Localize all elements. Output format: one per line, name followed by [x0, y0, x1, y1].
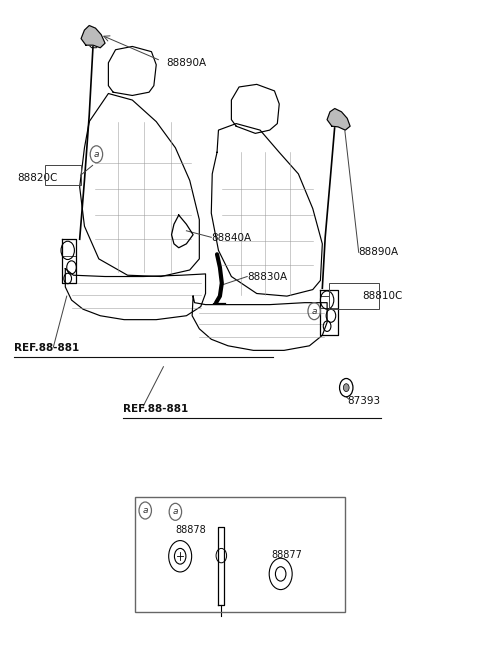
Text: 88877: 88877 [271, 550, 302, 560]
Text: 88890A: 88890A [166, 58, 206, 67]
Text: a: a [143, 506, 148, 515]
Circle shape [343, 384, 349, 392]
Text: 88840A: 88840A [211, 233, 252, 243]
Polygon shape [81, 26, 105, 48]
Text: REF.88-881: REF.88-881 [123, 404, 188, 414]
Text: 88820C: 88820C [17, 174, 58, 183]
Text: 88810C: 88810C [362, 291, 402, 301]
Polygon shape [327, 109, 350, 130]
Text: REF.88-881: REF.88-881 [14, 343, 79, 354]
Text: 88890A: 88890A [359, 248, 399, 257]
Text: 87393: 87393 [348, 396, 381, 405]
Text: a: a [94, 150, 99, 159]
Text: a: a [173, 508, 178, 516]
Text: 88830A: 88830A [247, 272, 288, 282]
Text: a: a [312, 307, 317, 316]
Text: 88878: 88878 [175, 525, 206, 535]
